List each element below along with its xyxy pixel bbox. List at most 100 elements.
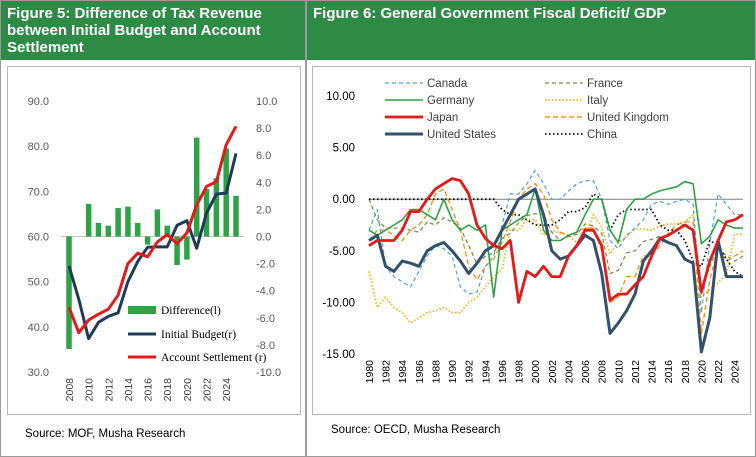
difference-bar <box>125 206 131 237</box>
x-tick-label: 1994 <box>480 360 492 384</box>
y-tick-label: -15.00 <box>322 349 355 361</box>
figure5-plot-frame: 30.0 40.0 50.0 60.0 70.0 80.0 90.0 -10.0 -8.0 -6.… <box>7 66 301 415</box>
x-tick-label: 2006 <box>580 360 592 384</box>
x-tick-label: 2018 <box>162 378 174 402</box>
difference-bar <box>174 236 180 265</box>
x-tick-label: 1990 <box>447 360 459 384</box>
x-tick-label: 2010 <box>613 360 625 384</box>
difference-bar <box>95 222 102 237</box>
x-tick-label: 2008 <box>64 378 76 402</box>
x-tick-label: 1982 <box>381 360 393 384</box>
x-tick-label: 2012 <box>103 378 115 402</box>
difference-bar <box>144 236 151 245</box>
y-left-tick-label: 60.0 <box>28 232 49 244</box>
y-left-tick-label: 90.0 <box>28 96 49 108</box>
figure5-title: Figure 5: Difference of Tax Revenue betw… <box>1 1 305 60</box>
united-kingdom-line <box>368 182 744 335</box>
y-left-tick-label: 40.0 <box>28 322 49 334</box>
y-tick-label: 5.00 <box>333 143 355 155</box>
y-left-tick-label: 30.0 <box>28 367 49 379</box>
account-settlement-r-line <box>67 125 238 335</box>
y-left-tick-label: 80.0 <box>28 141 49 153</box>
y-right-tick-label: -4.0 <box>256 286 275 298</box>
y-right-tick-label: -10.0 <box>256 367 281 379</box>
difference-bar <box>193 137 200 237</box>
germany-line <box>368 180 743 298</box>
y-left-tick-label: 50.0 <box>28 277 49 289</box>
y-right-tick-label: 8.0 <box>256 123 271 135</box>
y-right-tick-label: 4.0 <box>256 177 271 189</box>
x-tick-label: 1988 <box>430 360 442 384</box>
china-line <box>369 193 744 278</box>
legend-label-france: France <box>587 78 623 90</box>
x-tick-label: 2020 <box>182 378 194 402</box>
legend-label-united-kingdom: United Kingdom <box>587 112 669 124</box>
x-tick-label: 1992 <box>464 360 476 384</box>
legend-label-difference: Difference(l) <box>161 305 221 317</box>
x-tick-label: 1984 <box>397 360 409 384</box>
x-tick-label: 1998 <box>514 360 526 384</box>
x-tick-label: 1980 <box>364 360 376 384</box>
legend-label-canada: Canada <box>427 78 468 90</box>
difference-bar <box>184 236 190 260</box>
figure6-plot-frame: 10.00 5.00 0.00 -5.00 -10.00 -15.00 1980 1982 19… <box>312 66 751 415</box>
x-tick-label: 2014 <box>647 360 659 384</box>
y-tick-label: -5.00 <box>329 246 355 258</box>
figure5-panel: Figure 5: Difference of Tax Revenue betw… <box>0 0 306 457</box>
canada-line <box>368 169 743 314</box>
y-right-tick-label: -6.0 <box>256 313 275 325</box>
y-right-tick-label: 0.0 <box>256 232 271 244</box>
x-tick-label: 2008 <box>597 360 609 384</box>
legend-label-germany: Germany <box>427 95 475 107</box>
x-tick-label: 2022 <box>713 360 725 384</box>
figure6-title: Figure 6: General Government Fiscal Defi… <box>307 1 755 60</box>
difference-bar <box>115 208 121 237</box>
y-right-tick-label: -2.0 <box>256 259 275 271</box>
figure6-chart: 10.00 5.00 0.00 -5.00 -10.00 -15.00 1980 1982 19… <box>322 78 744 384</box>
difference-bar <box>85 203 92 237</box>
y-right-tick-label: -8.0 <box>256 340 275 352</box>
legend-label-japan: Japan <box>427 112 458 124</box>
x-tick-label: 2020 <box>696 360 708 384</box>
x-tick-label: 2014 <box>123 378 135 402</box>
united-states-line <box>368 187 743 354</box>
x-tick-label: 2004 <box>563 360 575 384</box>
y-right-tick-label: 2.0 <box>256 204 271 216</box>
y-right-tick-label: 6.0 <box>256 150 271 162</box>
legend-label-united-states: United States <box>427 129 496 141</box>
difference-bar <box>135 222 141 237</box>
y-tick-label: 10.00 <box>326 91 355 103</box>
difference-bar <box>154 209 161 237</box>
x-tick-label: 2024 <box>730 360 742 384</box>
y-right-tick-label: 10.0 <box>256 96 277 108</box>
x-tick-label: 2002 <box>547 360 559 384</box>
figure6-panel: Figure 6: General Government Fiscal Defi… <box>306 0 756 457</box>
y-left-tick-label: 70.0 <box>28 186 49 198</box>
x-tick-label: 2012 <box>630 360 642 384</box>
x-tick-label: 2010 <box>84 378 96 402</box>
italy-line <box>368 213 743 324</box>
figure5-chart: 30.0 40.0 50.0 60.0 70.0 80.0 90.0 -10.0 -8.0 -6.… <box>28 96 282 402</box>
x-tick-label: 2022 <box>202 378 214 402</box>
legend-label-china: China <box>587 129 618 141</box>
x-tick-label: 2018 <box>680 360 692 384</box>
x-tick-label: 2016 <box>143 378 155 402</box>
x-tick-label: 2016 <box>663 360 675 384</box>
x-tick-label: 1996 <box>497 360 509 384</box>
difference-bar <box>105 225 112 237</box>
x-tick-label: 2024 <box>221 378 233 402</box>
difference-bar <box>233 195 239 237</box>
legend-label-account-settlement: Account Settlement (r) <box>161 352 267 364</box>
figure5-source: Source: MOF, Musha Research <box>25 428 186 440</box>
figure6-source: Source: OECD, Musha Research <box>331 424 501 436</box>
japan-line <box>368 177 744 304</box>
x-tick-label: 2000 <box>530 360 542 384</box>
legend-label-initial-budget: Initial Budget(r) <box>161 329 236 341</box>
legend-swatch-difference <box>128 306 156 314</box>
y-tick-label: 0.00 <box>333 194 355 206</box>
y-tick-label: -10.00 <box>322 297 355 309</box>
difference-bar <box>213 178 220 237</box>
legend-label-italy: Italy <box>587 95 608 107</box>
difference-bar <box>66 236 72 349</box>
difference-bar <box>164 225 170 237</box>
